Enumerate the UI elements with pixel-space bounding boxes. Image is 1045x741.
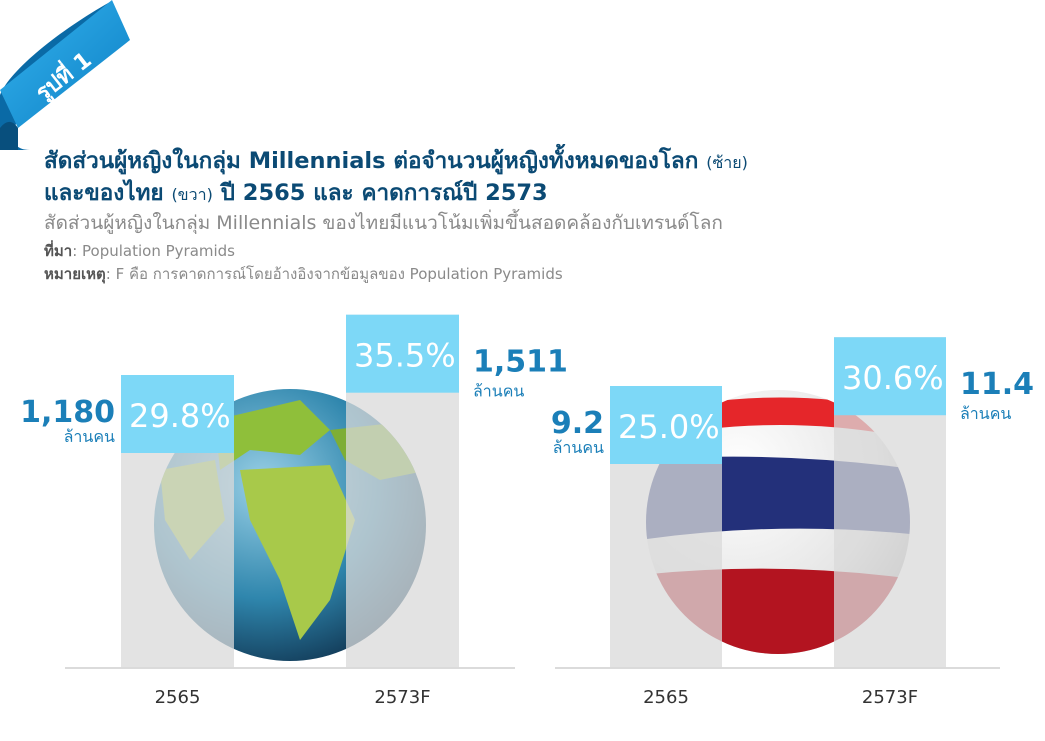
thai-share-label-2565: 25.0% [618,408,720,446]
source-note: ที่มา: Population Pyramids [44,242,235,260]
remark-note: หมายเหตุ: F คือ การคาดการณ์โดยอ้างอิงจาก… [44,265,563,283]
world-value-label-2573F: 1,511 [473,345,568,380]
world-share-box-2573F [346,314,459,393]
figure-badge: รูปที่ 1 [0,0,130,150]
chart-title: สัดส่วนผู้หญิงในกลุ่ม Millennials ต่อจำน… [44,146,1004,210]
thai-share-label-2573F: 30.6% [842,359,944,397]
thai-share-box-2565 [610,386,722,464]
world-category-label-2565: 2565 [155,687,201,708]
world-unit-label-2565: ล้านคน [64,427,115,446]
world-share-label-2573F: 35.5% [354,337,456,375]
thai-unit-label-2565: ล้านคน [553,438,604,457]
world-value-label-2565: 1,180 [20,395,115,430]
world-share-box-2565 [121,375,234,453]
title-line-1: สัดส่วนผู้หญิงในกลุ่ม Millennials ต่อจำน… [44,148,748,174]
thai-category-label-2573F: 2573F [862,687,918,708]
chart-subtitle: สัดส่วนผู้หญิงในกลุ่ม Millennials ของไทย… [44,212,723,234]
title-line-2: และของไทย (ขวา) ปี 2565 และ คาดการณ์ปี 2… [44,180,548,206]
world-share-label-2565: 29.8% [129,397,231,435]
world-unit-label-2573F: ล้านคน [473,382,524,401]
thai-value-label-2565: 9.2 [551,406,604,441]
thai-category-label-2565: 2565 [643,687,689,708]
thai-value-label-2573F: 11.4 [960,367,1034,402]
thai-share-box-2573F [834,337,946,416]
thai-unit-label-2573F: ล้านคน [960,404,1011,423]
world-category-label-2573F: 2573F [374,687,430,708]
